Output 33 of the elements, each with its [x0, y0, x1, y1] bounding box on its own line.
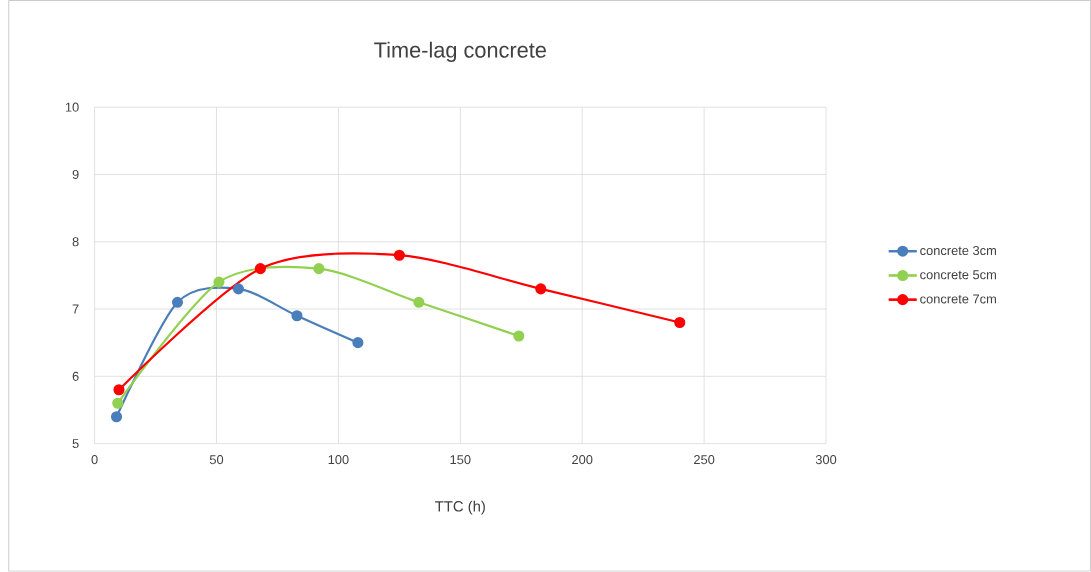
point	[313, 263, 325, 275]
x-axis-title: TTC (h)	[435, 500, 485, 515]
point	[393, 249, 405, 261]
x-tick-label: 0	[91, 455, 98, 465]
y-tick-label: 10	[65, 102, 79, 112]
point	[171, 296, 184, 309]
point	[213, 276, 225, 288]
y-tick-label: 8	[72, 237, 79, 247]
point	[352, 337, 364, 349]
x-tick-label: 300	[815, 455, 837, 465]
x-tick-label: 50	[209, 455, 224, 465]
y-tick-label: 6	[72, 371, 79, 382]
point	[413, 296, 425, 309]
point	[513, 330, 525, 342]
y-tick-label: 5	[72, 439, 79, 449]
point	[232, 283, 244, 295]
legend-label: concrete 3cm	[920, 246, 996, 256]
point	[113, 384, 125, 396]
x-tick-label: 200	[572, 455, 593, 465]
legend-label: concrete 5cm	[920, 270, 996, 280]
point	[254, 263, 266, 275]
x-tick-label: 150	[450, 455, 471, 465]
point	[674, 317, 686, 329]
x-tick-label: 100	[328, 455, 349, 465]
x-tick-label: 250	[694, 455, 715, 465]
y-tick-label: 9	[72, 170, 79, 180]
legend-label: concrete 7cm	[920, 294, 996, 304]
point	[110, 411, 123, 423]
chart-title: Time-lag concrete	[374, 41, 546, 63]
point	[112, 397, 124, 409]
y-tick-label: 7	[72, 304, 79, 314]
point	[535, 283, 547, 295]
point	[291, 310, 303, 322]
